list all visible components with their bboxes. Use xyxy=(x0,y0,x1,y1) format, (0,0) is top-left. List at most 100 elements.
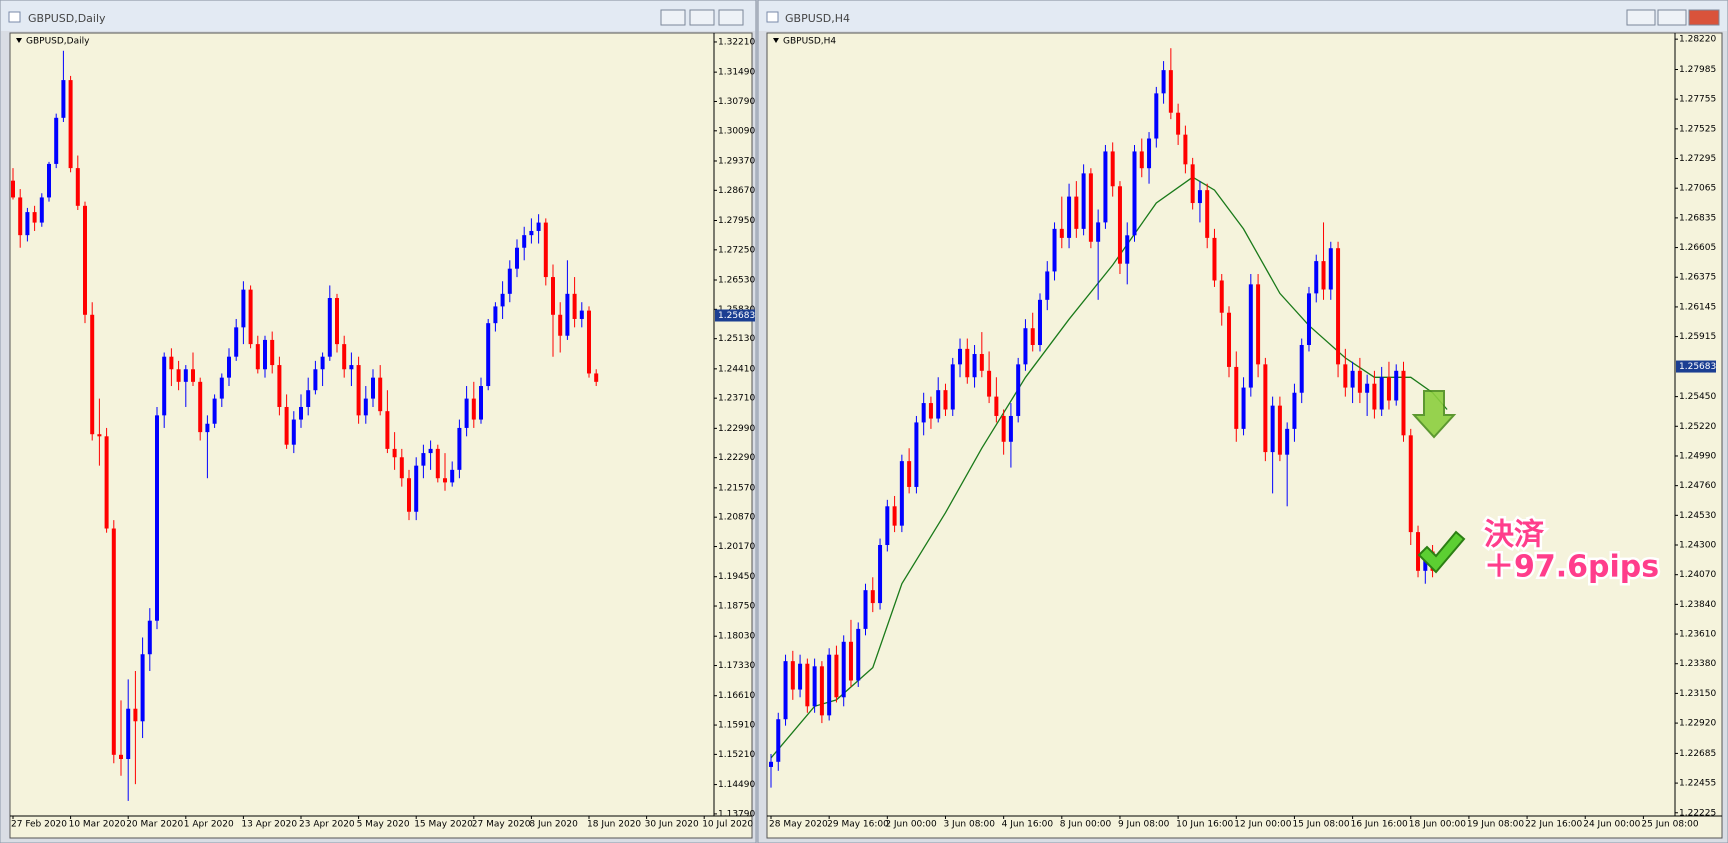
candle-body xyxy=(414,465,419,512)
candle-body xyxy=(320,356,325,370)
candle-body xyxy=(75,168,80,206)
candle-body xyxy=(878,545,883,604)
candle-body xyxy=(921,403,926,423)
candle-body xyxy=(133,708,138,722)
candle-body xyxy=(1328,248,1333,290)
candle-body xyxy=(1117,186,1122,264)
y-tick-label: 1.32210 xyxy=(718,37,755,47)
candle-body xyxy=(965,348,970,378)
candle-body xyxy=(493,306,498,324)
candle-body xyxy=(1125,235,1130,264)
candle-body xyxy=(928,403,933,419)
candle-body xyxy=(162,356,167,416)
candle-body xyxy=(1045,271,1050,300)
x-tick-label: 12 Jun 00:00 xyxy=(1234,820,1291,830)
x-tick-label: 8 Jun 00:00 xyxy=(1060,820,1112,830)
candle-body xyxy=(1408,435,1413,533)
window-icon xyxy=(766,11,779,23)
y-tick-label: 1.22290 xyxy=(718,453,755,463)
last-price-label: 1.25683 xyxy=(1679,362,1716,372)
y-tick-label: 1.24410 xyxy=(718,364,755,374)
candle-body xyxy=(500,293,505,307)
y-tick-label: 1.28220 xyxy=(1679,35,1716,45)
y-tick-label: 1.22685 xyxy=(1679,749,1716,759)
candle-body xyxy=(349,365,354,370)
candle-body xyxy=(572,293,577,319)
chart-menu-marker[interactable] xyxy=(773,38,779,43)
moving-average xyxy=(770,176,1448,759)
candle-body xyxy=(856,628,861,681)
candle-body xyxy=(1168,70,1173,113)
maximize-button[interactable] xyxy=(1657,9,1687,26)
candle-body xyxy=(863,590,868,629)
candle-body xyxy=(979,354,984,371)
y-tick-label: 1.15210 xyxy=(718,750,755,760)
candle-body xyxy=(284,406,289,445)
candle-body xyxy=(776,719,781,762)
candle-body xyxy=(61,80,66,118)
candle-body xyxy=(335,298,339,345)
window-title: GBPUSD,Daily xyxy=(28,12,106,25)
candle-body xyxy=(25,212,30,236)
candle-body xyxy=(899,461,904,526)
minimize-button[interactable] xyxy=(660,9,686,26)
candle-body xyxy=(1357,370,1362,393)
candle-body xyxy=(313,369,318,391)
close-button[interactable] xyxy=(718,9,744,26)
x-tick-label: 27 May 2020 xyxy=(472,820,531,830)
candle-body xyxy=(841,641,846,698)
candle-body xyxy=(464,398,469,428)
y-tick-label: 1.17330 xyxy=(718,661,755,671)
candle-body xyxy=(943,390,948,410)
candle-body xyxy=(565,293,570,336)
y-tick-label: 1.27065 xyxy=(1679,184,1716,194)
candle-body xyxy=(68,80,73,169)
candle-body xyxy=(885,506,890,546)
candle-body xyxy=(299,406,303,420)
y-tick-label: 1.24530 xyxy=(1679,511,1716,521)
candle-body xyxy=(363,398,368,416)
candle-body xyxy=(241,289,246,328)
last-price-label: 1.25683 xyxy=(718,311,755,321)
candle-body xyxy=(1096,222,1101,242)
y-tick-label: 1.27985 xyxy=(1679,65,1716,75)
window-title: GBPUSD,H4 xyxy=(785,12,850,25)
candle-body xyxy=(1314,261,1319,294)
candle-body xyxy=(1081,173,1086,229)
minimize-button[interactable] xyxy=(1626,9,1656,26)
x-tick-label: 16 Jun 16:00 xyxy=(1351,820,1408,830)
candle-body xyxy=(798,663,803,690)
candle-body xyxy=(90,314,95,435)
x-tick-label: 13 Apr 2020 xyxy=(241,820,297,830)
candle-body xyxy=(198,381,203,433)
y-tick-label: 1.25220 xyxy=(1679,422,1716,432)
candle-body xyxy=(536,222,541,231)
candle-body xyxy=(104,436,109,529)
x-tick-label: 25 Jun 08:00 xyxy=(1641,820,1698,830)
close-button[interactable] xyxy=(1688,9,1720,26)
candle-body xyxy=(783,661,788,720)
candle-body xyxy=(529,230,534,236)
y-tick-label: 1.27950 xyxy=(718,216,755,226)
y-tick-label: 1.24070 xyxy=(1679,570,1716,580)
chart-menu-marker[interactable] xyxy=(16,38,22,43)
x-tick-label: 10 Jun 16:00 xyxy=(1176,820,1233,830)
y-tick-label: 1.23840 xyxy=(1679,600,1716,610)
candle-body xyxy=(486,323,491,387)
window-buttons[interactable] xyxy=(660,9,744,26)
maximize-button[interactable] xyxy=(689,9,715,26)
window-buttons[interactable] xyxy=(1626,9,1720,26)
x-tick-label: 10 Mar 2020 xyxy=(69,820,126,830)
x-tick-label: 22 Jun 16:00 xyxy=(1525,820,1582,830)
candle-body xyxy=(1416,532,1421,571)
candle-body xyxy=(291,419,296,445)
y-tick-label: 1.15910 xyxy=(718,721,755,731)
candle-body xyxy=(579,310,584,319)
x-tick-label: 20 Mar 2020 xyxy=(126,820,183,830)
x-tick-label: 19 Jun 08:00 xyxy=(1467,820,1524,830)
y-tick-label: 1.22225 xyxy=(1679,808,1716,818)
x-tick-label: 29 May 16:00 xyxy=(827,820,889,830)
candle-body xyxy=(234,327,239,357)
y-tick-label: 1.25915 xyxy=(1679,332,1716,342)
candle-body xyxy=(371,377,375,399)
